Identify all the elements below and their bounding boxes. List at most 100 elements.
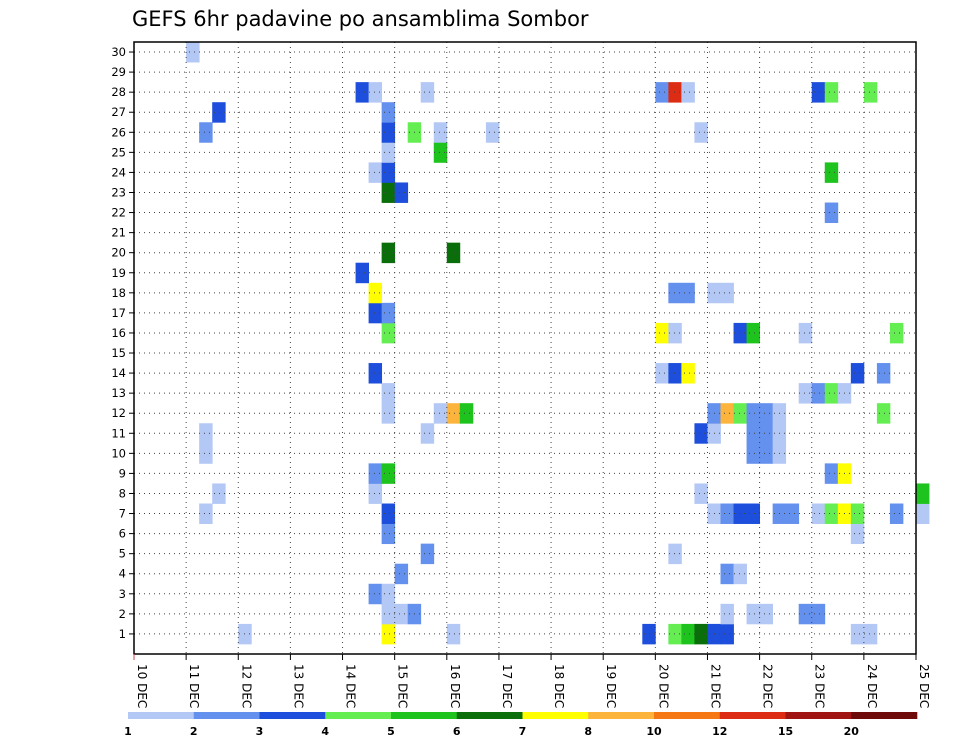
heatmap-cell [863, 82, 878, 103]
heatmap-cell [368, 302, 383, 324]
heatmap-cell [420, 423, 435, 444]
heatmap-cell [811, 82, 826, 103]
heatmap-cell [485, 122, 500, 143]
heatmap-cell [668, 543, 682, 565]
heatmap-cell [381, 583, 396, 605]
heatmap-cell [368, 82, 383, 103]
heatmap-cell [824, 463, 839, 484]
x-axis: 10 DEC 11 DEC 12 DEC 13 DEC 14 DEC 15 DEC 16 D… [133, 654, 931, 708]
colorbar-label: 6 [453, 725, 461, 738]
heatmap-cell [694, 623, 708, 645]
heatmap-cell [655, 82, 669, 103]
heatmap-cells [186, 42, 930, 645]
y-tick-label: 10 [111, 446, 126, 460]
heatmap-cell [694, 423, 708, 444]
heatmap-cell [420, 82, 435, 103]
y-axis: 1234567891011121314151617181920212223242… [111, 45, 134, 641]
heatmap-cell [785, 503, 800, 524]
colorbar-label: 4 [321, 725, 329, 738]
colorbar-label: 5 [387, 725, 395, 738]
heatmap-cell [655, 322, 669, 344]
heatmap-cell [381, 603, 396, 625]
colorbar-label: 8 [584, 725, 592, 738]
heatmap-cell [381, 503, 396, 524]
heatmap-cell [889, 503, 904, 524]
heatmap-cell [746, 443, 760, 464]
heatmap-cell [446, 403, 461, 424]
y-tick-label: 26 [111, 125, 126, 139]
y-tick-label: 21 [111, 226, 126, 240]
heatmap-cell [199, 443, 213, 464]
heatmap-cell [824, 82, 839, 103]
heatmap-cell [381, 182, 396, 203]
y-tick-label: 23 [111, 185, 126, 199]
heatmap-cell [199, 122, 213, 143]
y-tick-label: 20 [111, 246, 126, 260]
heatmap-cell [850, 363, 865, 384]
heatmap-cell [368, 583, 383, 605]
colorbar-label: 15 [778, 725, 793, 738]
plot-frame [133, 41, 917, 655]
heatmap-cell [381, 322, 396, 344]
x-tick-label: 11 DEC [187, 664, 201, 708]
heatmap-cell [381, 242, 396, 264]
heatmap-cell [746, 423, 760, 444]
y-tick-label: 18 [111, 286, 126, 300]
heatmap-cell [381, 302, 396, 324]
heatmap-cell [381, 383, 396, 404]
colorbar-swatch [654, 712, 721, 719]
heatmap-cell [355, 262, 369, 284]
heatmap-cell [433, 403, 448, 424]
heatmap-cell [381, 523, 396, 545]
y-tick-label: 28 [111, 85, 126, 99]
heatmap-cell [824, 503, 839, 524]
heatmap-cell [720, 403, 734, 424]
x-tick-label: 16 DEC [448, 664, 462, 708]
heatmap-cell [394, 603, 409, 625]
heatmap-cell [394, 182, 409, 203]
heatmap-cell [681, 623, 695, 645]
heatmap-cell [759, 443, 774, 464]
y-tick-label: 12 [111, 406, 126, 420]
grid-lines [134, 42, 916, 654]
heatmap-cell [916, 483, 930, 504]
heatmap-cell [694, 122, 708, 143]
heatmap-cell [746, 503, 760, 524]
y-tick-label: 14 [111, 366, 126, 380]
colorbar-swatch [193, 712, 260, 719]
heatmap-cell [850, 623, 865, 645]
heatmap-cell [668, 363, 682, 384]
heatmap-cell [720, 603, 734, 625]
x-tick-label: 23 DEC [813, 664, 827, 708]
heatmap-cell [381, 623, 396, 645]
heatmap-cell [368, 483, 383, 504]
heatmap-cell [368, 363, 383, 384]
heatmap-cell [668, 623, 682, 645]
y-tick-label: 27 [111, 105, 126, 119]
heatmap-cell [368, 463, 383, 484]
heatmap-cell [355, 82, 369, 103]
y-tick-label: 8 [119, 486, 126, 500]
chart-title: GEFS 6hr padavine po ansamblima Sombor [132, 7, 589, 31]
colorbar-label: 20 [844, 725, 860, 738]
heatmap-cell [798, 322, 813, 344]
y-tick-label: 15 [111, 346, 126, 360]
heatmap-cell [681, 282, 695, 304]
x-tick-label: 24 DEC [865, 664, 879, 708]
heatmap-cell [186, 42, 200, 63]
colorbar-swatch [128, 712, 195, 719]
heatmap-cell [720, 503, 734, 524]
y-tick-label: 16 [111, 326, 126, 340]
y-tick-label: 3 [119, 587, 126, 601]
heatmap-cell [668, 322, 682, 344]
y-tick-label: 7 [119, 507, 126, 521]
y-tick-label: 25 [111, 145, 126, 159]
x-tick-label: 17 DEC [500, 664, 514, 708]
heatmap-cell [759, 403, 774, 424]
heatmap-cell [746, 322, 760, 344]
colorbar-swatch [719, 712, 786, 719]
colorbar-swatch [391, 712, 458, 719]
y-tick-label: 29 [111, 65, 126, 79]
y-tick-label: 1 [119, 627, 126, 641]
